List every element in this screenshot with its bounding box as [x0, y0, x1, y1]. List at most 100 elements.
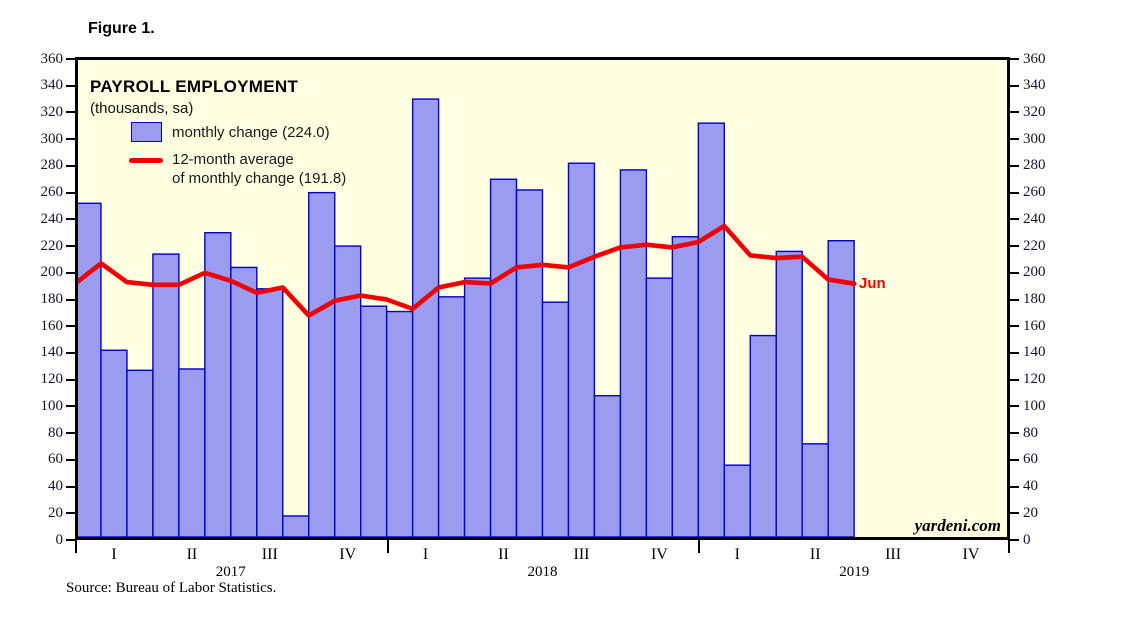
y-label-right-240: 240: [1023, 210, 1046, 227]
y-label-right-200: 200: [1023, 264, 1046, 281]
y-label-left-100: 100: [40, 397, 64, 414]
y-label-right-140: 140: [1023, 344, 1046, 361]
y-label-right-220: 220: [1023, 237, 1046, 254]
y-tick-left-140: [66, 351, 75, 354]
y-tick-right-140: [1010, 351, 1019, 354]
x-quarter-label-2018-Q3: III: [573, 546, 590, 563]
bar-2017-06: [204, 231, 232, 538]
y-label-left-120: 120: [40, 371, 64, 388]
y-tick-right-0: [1010, 539, 1019, 541]
y-tick-right-340: [1010, 84, 1019, 87]
x-quarter-label-2017-Q1: I: [111, 546, 117, 563]
legend-bar-label: monthly change (224.0): [172, 124, 330, 141]
y-tick-right-320: [1010, 111, 1019, 114]
y-label-right-280: 280: [1023, 157, 1046, 174]
bar-2019-06: [827, 240, 855, 538]
bar-2019-01: [697, 122, 726, 538]
y-tick-right-80: [1010, 432, 1019, 435]
y-label-right-160: 160: [1023, 317, 1046, 334]
bar-2018-03: [437, 296, 466, 538]
x-year-tick-2017: [75, 540, 77, 553]
x-year-tick-2019: [698, 540, 701, 553]
y-tick-right-200: [1010, 271, 1019, 274]
y-label-right-20: 20: [1023, 504, 1038, 521]
x-quarter-label-2017-Q2: II: [186, 546, 198, 563]
y-label-left-80: 80: [48, 424, 63, 441]
y-tick-left-200: [66, 271, 75, 274]
y-tick-left-80: [66, 432, 75, 435]
y-label-left-240: 240: [40, 210, 64, 227]
y-tick-right-180: [1010, 298, 1019, 301]
y-tick-right-100: [1010, 405, 1019, 408]
y-label-left-180: 180: [40, 291, 64, 307]
y-label-right-300: 300: [1023, 130, 1046, 147]
y-tick-right-280: [1010, 164, 1019, 167]
y-tick-left-280: [66, 164, 75, 167]
y-tick-left-160: [66, 325, 75, 328]
bar-2019-04: [775, 250, 803, 538]
watermark: yardeni.com: [914, 516, 1001, 535]
y-tick-left-360: [66, 58, 75, 60]
bar-2018-11: [645, 277, 674, 538]
y-tick-left-0: [66, 539, 75, 541]
bar-2018-07: [541, 301, 570, 538]
bar-2018-06: [515, 189, 544, 538]
y-tick-left-220: [66, 245, 75, 248]
legend-bar-swatch: [131, 122, 162, 142]
bar-2017-05: [178, 368, 206, 538]
bar-2017-07: [230, 266, 258, 538]
bar-2018-02: [411, 98, 440, 538]
x-quarter-label-2019-Q4: IV: [962, 546, 980, 563]
bar-2017-01: [75, 202, 102, 538]
y-tick-right-360: [1010, 58, 1019, 60]
y-tick-left-340: [66, 84, 75, 87]
y-label-right-60: 60: [1023, 451, 1038, 468]
y-label-right-260: 260: [1023, 184, 1046, 201]
figure-label: Figure 1.: [88, 20, 155, 37]
bar-2018-05: [489, 178, 518, 538]
x-quarter-label-2017-Q4: IV: [339, 546, 357, 563]
source-note: Source: Bureau of Labor Statistics.: [66, 580, 277, 596]
y-label-right-80: 80: [1023, 424, 1038, 441]
bar-2017-04: [152, 253, 180, 538]
x-year-label-2018: 2018: [527, 564, 558, 580]
chart-subtitle: (thousands, sa): [90, 100, 194, 117]
y-label-left-300: 300: [40, 130, 64, 147]
y-label-right-340: 340: [1023, 77, 1046, 94]
legend-line-label-row2: of monthly change (191.8): [172, 169, 347, 187]
y-label-left-40: 40: [48, 478, 63, 495]
x-quarter-label-2019-Q1: I: [734, 546, 740, 563]
y-tick-left-100: [66, 405, 75, 408]
y-label-right-320: 320: [1023, 103, 1046, 120]
x-quarter-label-2018-Q1: I: [422, 546, 429, 563]
y-label-left-360: 360: [40, 50, 64, 67]
y-label-left-60: 60: [48, 451, 63, 468]
x-quarter-label-2018-Q4: IV: [650, 546, 668, 563]
bar-2018-12: [671, 235, 700, 538]
y-tick-left-60: [66, 458, 75, 461]
y-label-left-140: 140: [40, 344, 64, 361]
y-tick-right-220: [1010, 245, 1019, 248]
y-tick-right-20: [1010, 512, 1019, 515]
y-label-left-20: 20: [48, 504, 63, 521]
y-label-left-200: 200: [40, 264, 64, 281]
chart-canvas: [75, 98, 857, 538]
bar-2017-09: [282, 515, 310, 538]
y-tick-right-260: [1010, 191, 1019, 194]
x-year-label-2017: 2017: [215, 564, 246, 580]
y-tick-left-240: [66, 218, 75, 221]
y-tick-right-60: [1010, 458, 1019, 461]
y-label-right-120: 120: [1023, 371, 1046, 388]
bar-2017-10: [308, 191, 336, 538]
12-month-average-line: [75, 223, 857, 318]
y-label-left-220: 220: [40, 237, 64, 254]
bar-2018-08: [567, 162, 596, 538]
y-tick-left-180: [66, 298, 75, 301]
y-label-right-100: 100: [1023, 397, 1046, 414]
y-label-left-340: 340: [40, 77, 64, 94]
y-label-left-0: 0: [55, 531, 64, 548]
x-year-tick-end: [1008, 540, 1010, 553]
y-label-right-40: 40: [1023, 478, 1038, 495]
legend-line-label: 12-month average of monthly change (191.…: [172, 151, 346, 188]
